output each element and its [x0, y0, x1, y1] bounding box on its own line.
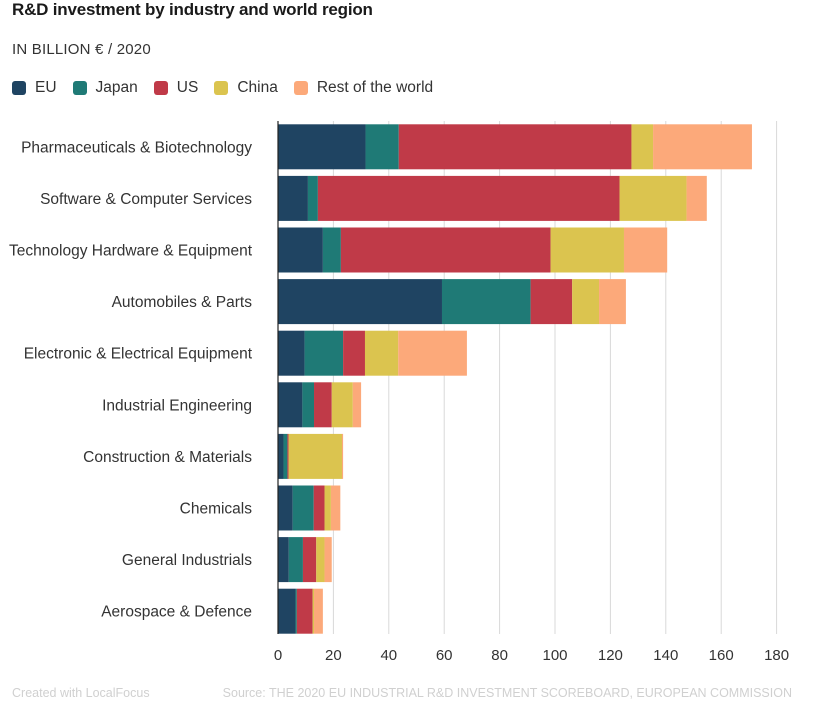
bar-industrial-engineering-china[interactable]: China: 7.6	[331, 382, 353, 428]
bar-technology-hardware-and-equipment-us[interactable]: US: 75.7	[340, 227, 551, 273]
category-label-electronic-and-electrical-equipment: Electronic & Electrical Equipment	[24, 346, 253, 363]
bar-chemicals-us[interactable]: US: 3.9	[313, 485, 325, 531]
bar-pharmaceuticals-and-biotechnology-us[interactable]: US: 84	[398, 124, 632, 170]
x-tick-label-180: 180	[764, 647, 789, 664]
legend-item-eu[interactable]: EU	[12, 79, 57, 97]
bar-construction-and-materials-eu[interactable]: EU: 2	[278, 433, 284, 479]
bar-aerospace-and-defence-rest-of-the-world[interactable]: Rest of the world: 3.2	[314, 588, 323, 634]
category-label-chemicals: Chemicals	[180, 501, 253, 518]
bar-aerospace-and-defence-japan[interactable]: Japan: 0.5	[295, 588, 297, 634]
bar-automobiles-and-parts-rest-of-the-world[interactable]: Rest of the world: 9.7	[599, 279, 626, 325]
x-tick-label-140: 140	[653, 647, 678, 664]
bar-technology-hardware-and-equipment-china[interactable]: China: 26.5	[550, 227, 624, 273]
legend-label-eu: EU	[35, 79, 57, 96]
x-tick-label-160: 160	[709, 647, 734, 664]
bar-pharmaceuticals-and-biotechnology-eu[interactable]: EU: 31.6	[278, 124, 366, 170]
bar-automobiles-and-parts-us[interactable]: US: 15	[530, 279, 573, 325]
category-label-technology-hardware-and-equipment: Technology Hardware & Equipment	[9, 243, 253, 260]
bar-general-industrials-japan[interactable]: Japan: 5.1	[288, 537, 303, 583]
x-tick-label-80: 80	[491, 647, 508, 664]
x-tick-label-120: 120	[598, 647, 623, 664]
category-label-construction-and-materials: Construction & Materials	[83, 449, 252, 466]
bar-software-and-computer-services-china[interactable]: China: 24.2	[619, 175, 687, 221]
legend: EU Japan US China Rest of the world	[12, 79, 449, 97]
bar-pharmaceuticals-and-biotechnology-rest-of-the-world[interactable]: Rest of the world: 35.7	[653, 124, 752, 170]
bar-construction-and-materials-us[interactable]: US: 0.4	[287, 433, 289, 479]
legend-item-us[interactable]: US	[153, 79, 199, 97]
x-tick-label-20: 20	[325, 647, 342, 664]
bar-general-industrials-china[interactable]: China: 3	[316, 537, 325, 583]
category-label-pharmaceuticals-and-biotechnology: Pharmaceuticals & Biotechnology	[21, 139, 252, 156]
legend-swatch-us	[153, 81, 168, 95]
footer-created-with: Created with LocalFocus	[12, 686, 150, 700]
x-tick-label-40: 40	[380, 647, 397, 664]
bar-general-industrials-eu[interactable]: EU: 3.9	[278, 537, 289, 583]
bar-electronic-and-electrical-equipment-eu[interactable]: EU: 9.6	[278, 330, 305, 376]
legend-swatch-china	[214, 81, 229, 95]
bar-software-and-computer-services-eu[interactable]: EU: 10.8	[278, 175, 308, 221]
bar-chemicals-rest-of-the-world[interactable]: Rest of the world: 3.4	[330, 485, 341, 531]
bar-aerospace-and-defence-china[interactable]: China: 0.5	[312, 588, 315, 634]
bar-chemicals-china[interactable]: China: 2.3	[324, 485, 331, 531]
x-tick-label-0: 0	[274, 647, 282, 664]
bar-industrial-engineering-japan[interactable]: Japan: 4.2	[302, 382, 315, 428]
bar-industrial-engineering-rest-of-the-world[interactable]: Rest of the world: 3	[352, 382, 362, 428]
bar-automobiles-and-parts-japan[interactable]: Japan: 32	[441, 279, 531, 325]
bar-aerospace-and-defence-us[interactable]: US: 5.7	[296, 588, 313, 634]
bar-pharmaceuticals-and-biotechnology-japan[interactable]: Japan: 12	[365, 124, 399, 170]
x-tick-label-60: 60	[436, 647, 453, 664]
bar-general-industrials-us[interactable]: US: 4.8	[302, 537, 317, 583]
bar-general-industrials-rest-of-the-world[interactable]: Rest of the world: 2.6	[324, 537, 332, 583]
bar-chemicals-eu[interactable]: EU: 5.3	[278, 485, 293, 531]
footer-source: Source: THE 2020 EU INDUSTRIAL R&D INVES…	[222, 686, 792, 700]
legend-item-rest-of-world[interactable]: Rest of the world	[293, 79, 434, 97]
bar-software-and-computer-services-rest-of-the-world[interactable]: Rest of the world: 7.3	[686, 175, 707, 221]
category-label-software-and-computer-services: Software & Computer Services	[40, 191, 252, 208]
bar-aerospace-and-defence-eu[interactable]: EU: 6.3	[278, 588, 296, 634]
category-label-aerospace-and-defence: Aerospace & Defence	[101, 604, 252, 621]
legend-item-japan[interactable]: Japan	[72, 79, 138, 97]
bar-industrial-engineering-eu[interactable]: EU: 8.8	[278, 382, 303, 428]
bar-electronic-and-electrical-equipment-rest-of-the-world[interactable]: Rest of the world: 24.8	[398, 330, 467, 376]
bar-electronic-and-electrical-equipment-us[interactable]: US: 7.9	[343, 330, 365, 376]
chart-subtitle: IN BILLION € / 2020	[12, 41, 151, 58]
legend-label-japan: Japan	[95, 79, 138, 96]
bar-electronic-and-electrical-equipment-japan[interactable]: Japan: 13.9	[304, 330, 344, 376]
bar-construction-and-materials-china[interactable]: China: 19.3	[288, 433, 342, 479]
legend-swatch-eu	[12, 81, 26, 95]
x-tick-label-100: 100	[542, 647, 567, 664]
category-label-general-industrials: General Industrials	[122, 552, 252, 569]
bar-automobiles-and-parts-china[interactable]: China: 9.7	[572, 279, 600, 325]
bar-software-and-computer-services-us[interactable]: US: 108.9	[317, 175, 620, 221]
category-label-automobiles-and-parts: Automobiles & Parts	[112, 294, 253, 311]
bar-industrial-engineering-us[interactable]: US: 6.4	[314, 382, 332, 428]
bar-software-and-computer-services-japan[interactable]: Japan: 3.6	[307, 175, 318, 221]
bar-construction-and-materials-rest-of-the-world[interactable]: Rest of the world: 0.4	[341, 433, 344, 479]
bar-electronic-and-electrical-equipment-china[interactable]: China: 12	[364, 330, 399, 376]
bar-technology-hardware-and-equipment-rest-of-the-world[interactable]: Rest of the world: 15.6	[623, 227, 668, 273]
legend-swatch-japan	[72, 81, 87, 95]
bar-pharmaceuticals-and-biotechnology-china[interactable]: China: 7.8	[631, 124, 654, 170]
bar-chemicals-japan[interactable]: Japan: 7.6	[292, 485, 314, 531]
bar-automobiles-and-parts-eu[interactable]: EU: 59.2	[278, 279, 442, 325]
legend-swatch-rest-of-world	[293, 81, 308, 95]
chart-title: R&D investment by industry and world reg…	[12, 0, 373, 19]
category-label-industrial-engineering: Industrial Engineering	[102, 397, 252, 414]
bar-construction-and-materials-japan[interactable]: Japan: 1.4	[283, 433, 288, 479]
legend-label-us: US	[176, 79, 199, 96]
legend-label-china: China	[237, 79, 278, 96]
legend-item-china[interactable]: China	[214, 79, 278, 97]
bar-technology-hardware-and-equipment-eu[interactable]: EU: 16.2	[278, 227, 323, 273]
legend-label-rest-of-world: Rest of the world	[316, 79, 434, 96]
bar-technology-hardware-and-equipment-japan[interactable]: Japan: 6.5	[322, 227, 341, 273]
